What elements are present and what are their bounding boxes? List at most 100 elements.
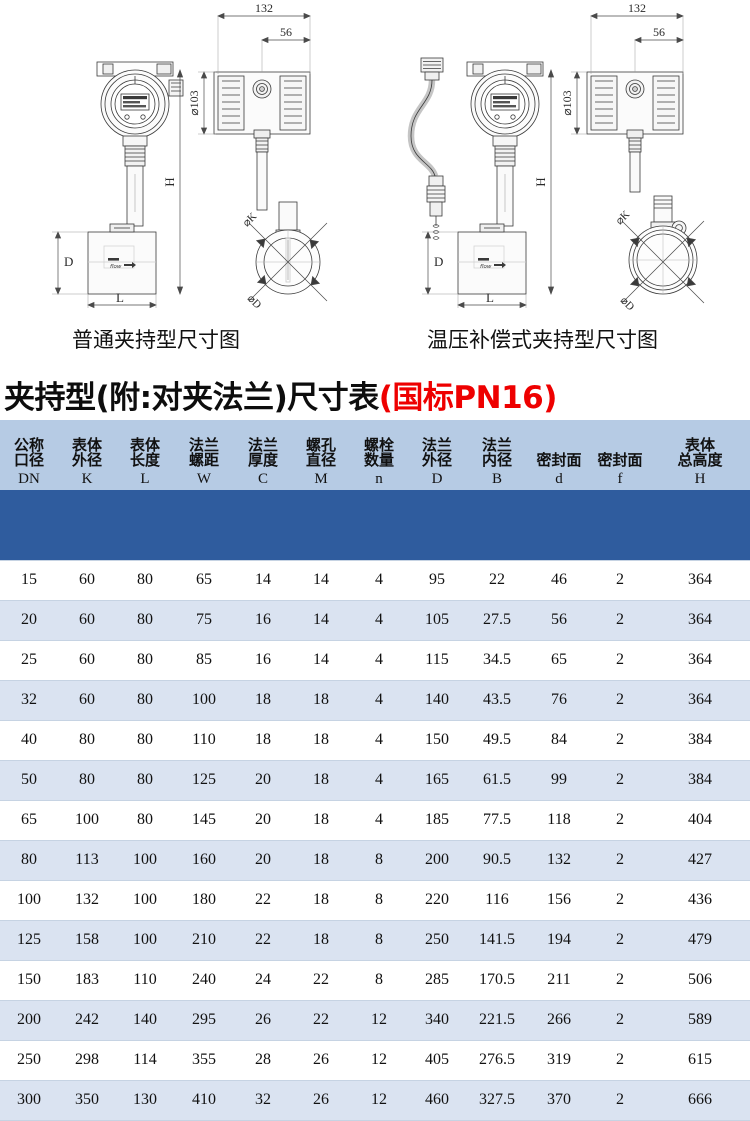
table-body: 15 60 80 65 14 14 4 95 22 46 2 364 20 60 80 75 16 14 4 105 2… [0,559,750,1121]
dim-label-H-right: H [533,177,548,186]
cell-B: 34.5 [466,639,528,681]
table-row: 15 60 80 65 14 14 4 95 22 46 2 364 [0,559,750,601]
cell-K: 132 [58,879,116,921]
cell-L: 100 [116,879,174,921]
cell-D: 140 [408,679,466,721]
cell-B: 90.5 [466,839,528,881]
cell-C: 22 [234,879,292,921]
table-row: 100 132 100 180 22 18 8 220 116 156 2 436 [0,879,750,921]
dim-label-diaD-right: ⌀D [618,294,637,313]
column-header-symbol: C [257,470,268,487]
cell-C: 20 [234,799,292,841]
cell-M: 18 [292,679,350,721]
page-title: 夹持型(附:对夹法兰)尺寸表 (国标PN16) [0,368,750,420]
cell-B: 61.5 [466,759,528,801]
cell-f: 2 [590,999,650,1041]
cell-f: 2 [590,799,650,841]
cell-C: 20 [234,839,292,881]
cell-W: 295 [174,999,234,1041]
cell-K: 183 [58,959,116,1001]
cell-n: 4 [350,679,408,721]
column-header-f: 密封面 f [590,420,650,490]
cell-f: 2 [590,839,650,881]
column-header-symbol: f [617,470,623,487]
cell-DN: 25 [0,639,58,681]
column-header-M: 螺孔 直径 M [292,420,350,490]
dim-label-132-right: 132 [628,1,646,15]
cell-f: 2 [590,559,650,601]
column-header-cn-bottom: 长度 [129,451,160,470]
cell-H: 404 [650,799,750,841]
cell-M: 18 [292,919,350,961]
dim-label-L-right: L [486,290,494,305]
cell-DN: 40 [0,719,58,761]
table-row: 150 183 110 240 24 22 8 285 170.5 211 2 506 [0,959,750,1001]
dim-label-diaK-right: ⌀K [613,208,632,227]
cell-C: 20 [234,759,292,801]
cell-H: 589 [650,999,750,1041]
cell-D: 250 [408,919,466,961]
cell-B: 27.5 [466,599,528,641]
cell-B: 170.5 [466,959,528,1001]
cell-f: 2 [590,719,650,761]
cell-K: 80 [58,759,116,801]
cell-K: 242 [58,999,116,1041]
column-header-cn-top: 螺孔 [305,436,336,455]
cell-f: 2 [590,759,650,801]
cell-DN: 150 [0,959,58,1001]
column-header-cn-top: 法兰 [188,436,219,455]
column-header-K: 表体 外径 K [58,420,116,490]
page-title-main: 夹持型(附:对夹法兰)尺寸表 [4,379,379,416]
drawings-region: flow D [0,0,750,320]
column-header-symbol: D [431,470,443,487]
column-header-cn-top: 公称 [13,436,44,455]
cell-n: 8 [350,879,408,921]
drawing-standard-clamp: flow D [0,0,375,320]
header-rule [0,490,750,560]
cell-B: 221.5 [466,999,528,1041]
table-header-row: 公称 口径 DN 表体 外径 K 表体 长度 L 法兰 螺距 W 法兰 厚度 C 螺孔 直径 M 螺栓 数量 n 法兰 外径… [0,420,750,490]
dim-label-L: L [116,290,124,305]
cell-H: 479 [650,919,750,961]
cell-L: 80 [116,759,174,801]
cell-D: 115 [408,639,466,681]
cell-DN: 15 [0,559,58,601]
cell-W: 85 [174,639,234,681]
cell-d: 194 [528,919,590,961]
cell-B: 116 [466,879,528,921]
page-title-standard: (国标PN16) [378,379,558,416]
column-header-cn-bottom: 口径 [13,451,44,470]
cell-W: 180 [174,879,234,921]
cell-K: 350 [58,1079,116,1121]
cell-d: 266 [528,999,590,1041]
cell-L: 100 [116,919,174,961]
table-header: 公称 口径 DN 表体 外径 K 表体 长度 L 法兰 螺距 W 法兰 厚度 C 螺孔 直径 M 螺栓 数量 n 法兰 外径… [0,420,750,560]
cell-n: 8 [350,959,408,1001]
column-header-C: 法兰 厚度 C [234,420,292,490]
cell-C: 16 [234,639,292,681]
column-header-cn-top: 螺栓 [363,436,394,455]
dim-label-132: 132 [255,1,273,15]
cell-DN: 125 [0,919,58,961]
cell-H: 436 [650,879,750,921]
cell-H: 364 [650,679,750,721]
cell-B: 141.5 [466,919,528,961]
column-header-cn-bottom: 直径 [305,451,336,470]
cell-K: 113 [58,839,116,881]
cell-W: 75 [174,599,234,641]
dim-label-dia103: ⌀103 [187,90,201,115]
table-row: 20 60 80 75 16 14 4 105 27.5 56 2 364 [0,599,750,641]
cell-W: 355 [174,1039,234,1081]
cell-W: 210 [174,919,234,961]
column-header-cn-bottom: 外径 [71,451,102,470]
cell-K: 158 [58,919,116,961]
cell-L: 100 [116,839,174,881]
cell-K: 298 [58,1039,116,1081]
table-row: 40 80 80 110 18 18 4 150 49.5 84 2 384 [0,719,750,761]
column-header-cn-bottom: 数量 [363,451,394,470]
cell-n: 8 [350,919,408,961]
column-header-cn-top: 表体 [71,436,102,455]
cell-W: 110 [174,719,234,761]
column-header-cn-bottom: 总高度 [677,451,723,470]
cell-M: 14 [292,559,350,601]
